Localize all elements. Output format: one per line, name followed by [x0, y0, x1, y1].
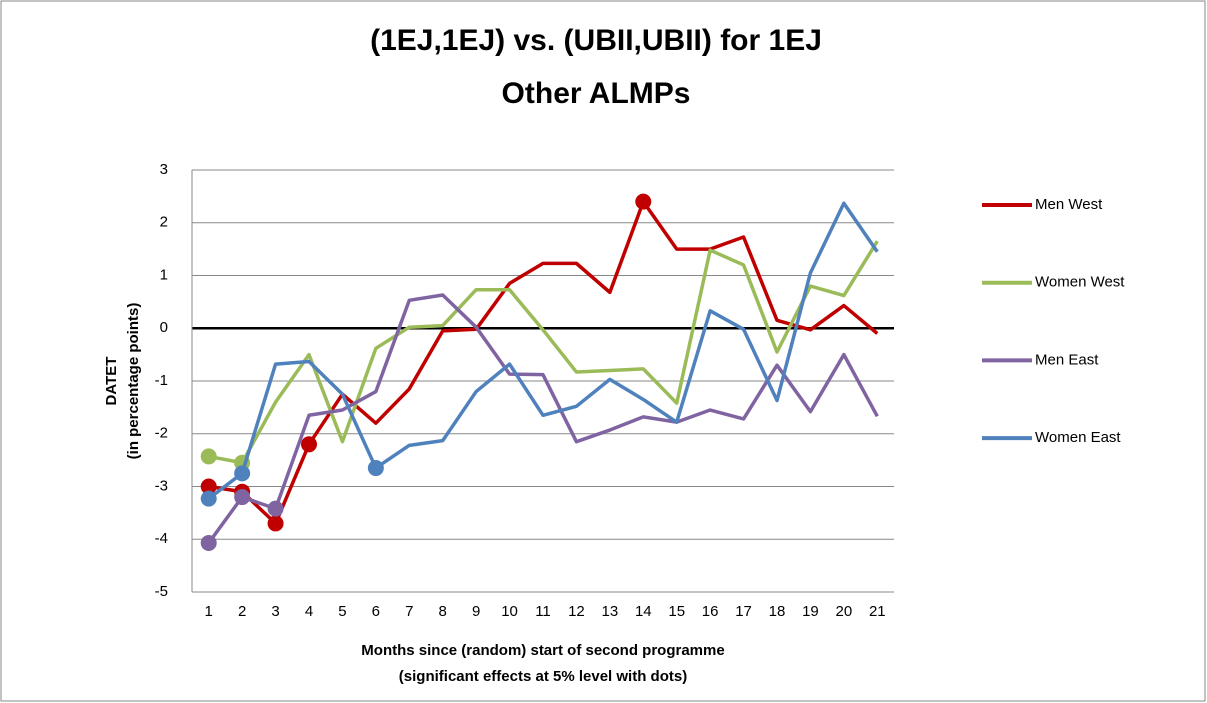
x-tick-label: 11 — [535, 603, 551, 620]
y-tick-label: -2 — [155, 425, 168, 442]
x-tick-label: 6 — [372, 603, 380, 620]
x-tick-label: 16 — [702, 603, 719, 620]
x-tick-label: 21 — [869, 603, 886, 620]
y-tick-label: -3 — [155, 477, 168, 494]
x-tick-label: 14 — [635, 603, 652, 620]
legend-label: Women East — [1035, 429, 1121, 446]
series-line — [208, 240, 879, 465]
chart-title: (1EJ,1EJ) vs. (UBII,UBII) for 1EJ — [370, 24, 822, 57]
significance-dot — [200, 448, 217, 465]
x-tick-label: 17 — [735, 603, 752, 620]
significance-dot — [234, 465, 251, 482]
significance-dot — [267, 500, 284, 517]
x-tick-label: 7 — [405, 603, 413, 620]
x-tick-label: 18 — [769, 603, 786, 620]
y-axis-label: DATET — [103, 357, 120, 406]
y-tick-label: 2 — [160, 214, 168, 231]
y-tick-label: -1 — [155, 372, 168, 389]
significance-dot — [200, 534, 217, 551]
legend-label: Women West — [1035, 274, 1125, 291]
y-tick-label: 3 — [160, 161, 168, 178]
x-tick-label: 20 — [836, 603, 853, 620]
x-tick-label: 15 — [668, 603, 685, 620]
x-tick-label: 12 — [568, 603, 585, 620]
y-tick-label: 0 — [160, 319, 168, 336]
x-tick-label: 4 — [305, 603, 313, 620]
significance-dot — [200, 478, 217, 495]
x-axis-label: (significant effects at 5% level with do… — [399, 668, 687, 685]
legend-label: Men West — [1035, 196, 1103, 213]
series-line — [208, 199, 879, 526]
x-tick-label: 9 — [472, 603, 480, 620]
x-tick-label: 2 — [238, 603, 246, 620]
x-tick-label: 19 — [802, 603, 819, 620]
y-tick-label: -5 — [155, 583, 168, 600]
x-tick-label: 3 — [271, 603, 279, 620]
legend-label: Men East — [1035, 351, 1099, 368]
x-axis-label: Months since (random) start of second pr… — [361, 642, 724, 659]
y-tick-label: 1 — [160, 266, 168, 283]
significance-dot — [301, 436, 317, 453]
significance-dot — [367, 460, 384, 477]
x-tick-label: 8 — [439, 603, 447, 620]
significance-dot — [200, 490, 217, 507]
x-tick-label: 5 — [338, 603, 346, 620]
y-tick-label: -4 — [155, 530, 168, 547]
chart-title: Other ALMPs — [502, 77, 691, 110]
series-line — [207, 293, 879, 544]
y-axis-label: (in percentage points) — [125, 303, 142, 460]
significance-dot — [267, 515, 284, 532]
x-tick-label: 13 — [602, 603, 619, 620]
significance-dot — [234, 489, 251, 506]
x-tick-label: 10 — [501, 603, 518, 620]
x-tick-label: 1 — [205, 603, 213, 620]
significance-dot — [635, 193, 652, 210]
series-line — [207, 201, 879, 501]
